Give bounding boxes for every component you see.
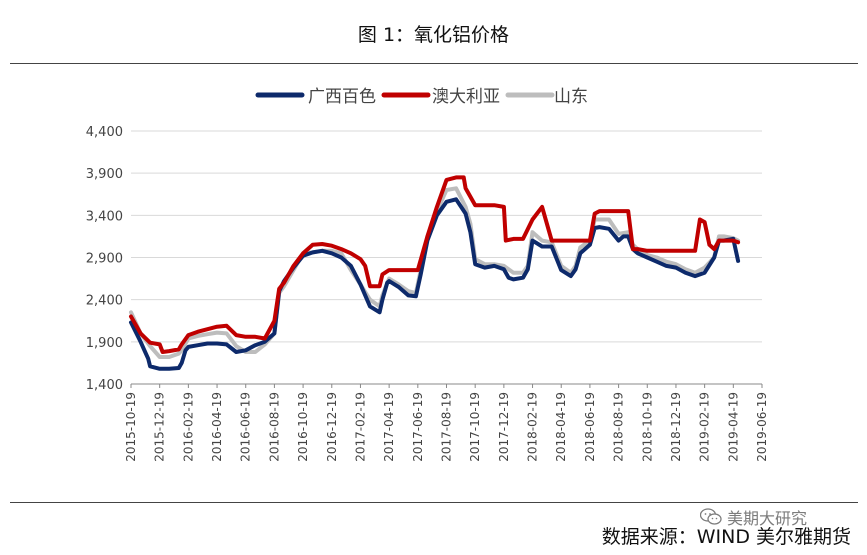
chart-title: 图 1：氧化铝价格 bbox=[357, 24, 510, 46]
chart-legend: 广西百色 澳大利亚 山东 bbox=[255, 87, 588, 107]
x-tick-label: 2017-08-19 bbox=[440, 392, 454, 462]
y-tick-label: 1,400 bbox=[86, 378, 123, 393]
watermark-text: 美期大研究 bbox=[727, 509, 808, 528]
legend-label: 广西百色 bbox=[308, 87, 376, 107]
y-tick-label: 4,400 bbox=[86, 125, 123, 140]
y-tick-label: 2,900 bbox=[86, 252, 123, 267]
x-tick-label: 2016-08-19 bbox=[267, 392, 281, 462]
y-tick-label: 3,900 bbox=[86, 167, 123, 182]
x-tick-label: 2018-06-19 bbox=[583, 392, 597, 462]
wechat-icon bbox=[700, 508, 722, 525]
legend-label: 山东 bbox=[554, 87, 588, 107]
x-tick-label: 2017-12-19 bbox=[497, 392, 511, 462]
x-tick-label: 2015-12-19 bbox=[153, 392, 167, 462]
series-line-2 bbox=[129, 175, 741, 354]
y-tick-label: 3,400 bbox=[86, 209, 123, 224]
x-tick-label: 2017-04-19 bbox=[382, 392, 396, 462]
series-line-1 bbox=[129, 197, 741, 371]
y-tick-label: 2,400 bbox=[86, 294, 123, 309]
x-tick-label: 2018-04-19 bbox=[554, 392, 568, 462]
top-divider bbox=[10, 63, 858, 64]
x-tick-label: 2016-02-19 bbox=[181, 392, 195, 462]
x-tick-label: 2019-02-19 bbox=[698, 392, 712, 462]
y-axis: 1,400 1,900 2,400 2,900 3,400 3,900 4,400 bbox=[86, 125, 123, 393]
x-tick-label: 2016-12-19 bbox=[325, 392, 339, 462]
x-tick-label: 2016-06-19 bbox=[239, 392, 253, 462]
x-tick-label: 2018-08-19 bbox=[612, 392, 626, 462]
x-tick-label: 2016-10-19 bbox=[296, 392, 310, 462]
watermark: 美期大研究 bbox=[700, 505, 807, 529]
bottom-divider bbox=[10, 502, 858, 503]
x-tick-label: 2018-10-19 bbox=[640, 392, 654, 462]
x-tick-label: 2017-06-19 bbox=[411, 392, 425, 462]
source-note: 数据来源：WIND 美尔雅期货 bbox=[601, 526, 851, 548]
x-tick-label: 2018-12-19 bbox=[669, 392, 683, 462]
series-lines bbox=[129, 175, 741, 371]
x-tick-label: 2019-04-19 bbox=[726, 392, 740, 462]
x-tick-label: 2016-04-19 bbox=[210, 392, 224, 462]
x-tick-label: 2019-06-19 bbox=[755, 392, 769, 462]
y-tick-label: 1,900 bbox=[86, 336, 123, 351]
legend-label: 澳大利亚 bbox=[432, 87, 500, 107]
x-tick-label: 2017-10-19 bbox=[468, 392, 482, 462]
x-axis: 2015-10-19 2015-12-19 2016-02-19 2016-04-19… bbox=[124, 383, 769, 462]
x-tick-label: 2018-02-19 bbox=[526, 392, 540, 462]
x-tick-label: 2017-02-19 bbox=[353, 392, 367, 462]
x-tick-label: 2015-10-19 bbox=[124, 392, 138, 462]
